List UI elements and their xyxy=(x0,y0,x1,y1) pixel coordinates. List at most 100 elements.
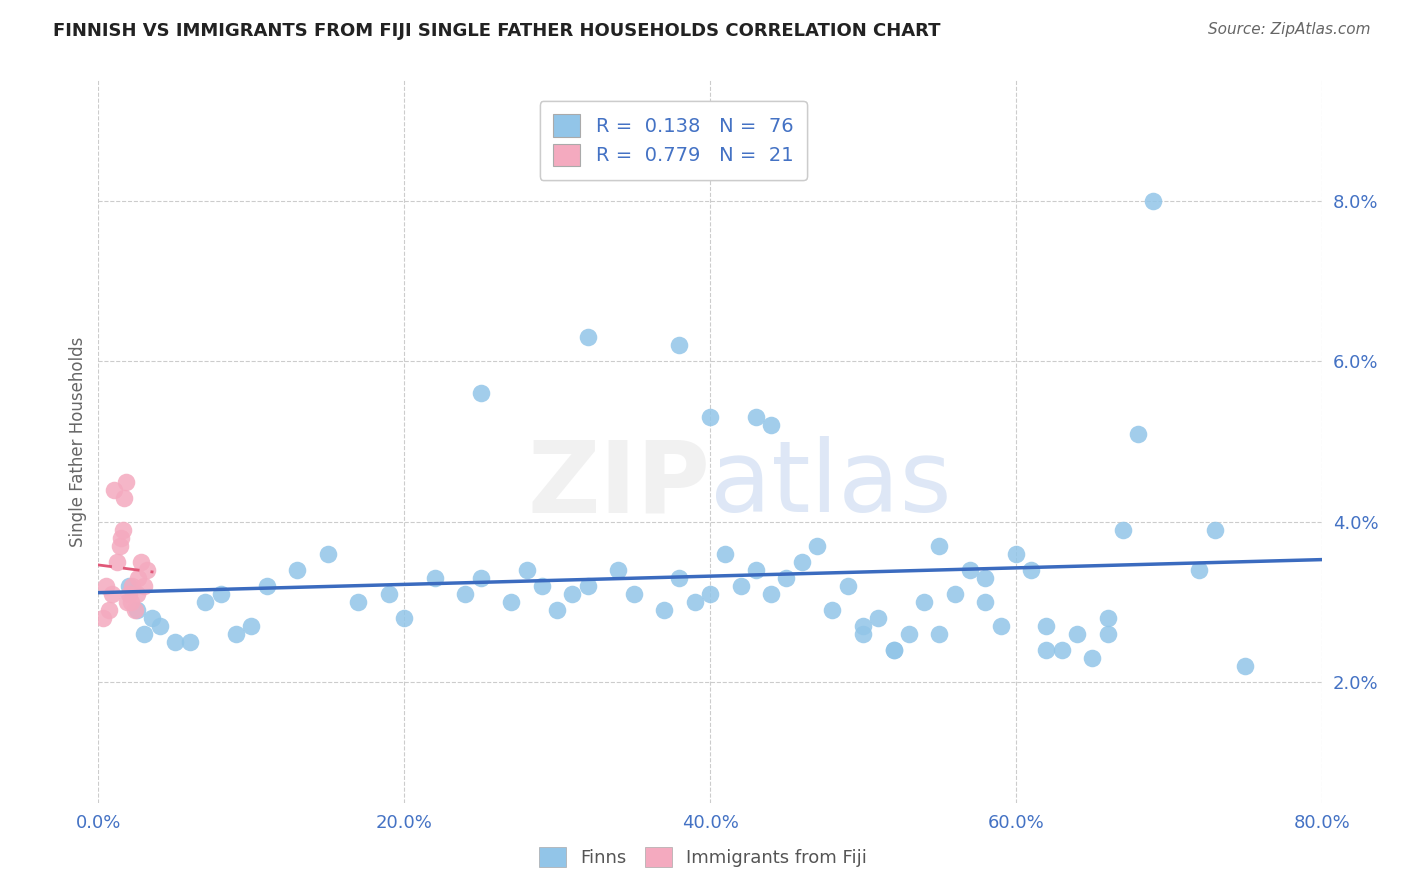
Point xyxy=(837,579,859,593)
Point xyxy=(209,587,232,601)
Point xyxy=(91,611,114,625)
Point xyxy=(928,627,950,641)
Point xyxy=(943,587,966,601)
Point xyxy=(607,563,630,577)
Point xyxy=(1097,611,1119,625)
Point xyxy=(714,547,737,561)
Point xyxy=(561,587,583,601)
Point xyxy=(1112,523,1135,537)
Point xyxy=(745,410,768,425)
Point xyxy=(1050,643,1073,657)
Point xyxy=(124,603,146,617)
Point xyxy=(118,579,141,593)
Point xyxy=(897,627,920,641)
Point xyxy=(118,587,141,601)
Point xyxy=(516,563,538,577)
Point xyxy=(775,571,797,585)
Point xyxy=(1035,619,1057,633)
Point xyxy=(928,539,950,553)
Point xyxy=(1188,563,1211,577)
Point xyxy=(1081,651,1104,665)
Point xyxy=(110,531,132,545)
Point xyxy=(974,571,997,585)
Point xyxy=(98,603,121,617)
Point xyxy=(959,563,981,577)
Point xyxy=(470,386,492,401)
Point xyxy=(730,579,752,593)
Point xyxy=(125,587,148,601)
Point xyxy=(347,595,370,609)
Point xyxy=(134,627,156,641)
Point xyxy=(1204,523,1226,537)
Point xyxy=(1066,627,1088,641)
Point xyxy=(423,571,446,585)
Point xyxy=(149,619,172,633)
Point xyxy=(883,643,905,657)
Point xyxy=(163,635,186,649)
Point xyxy=(852,627,875,641)
Point xyxy=(134,579,156,593)
Point xyxy=(852,619,875,633)
Point xyxy=(974,595,997,609)
Point xyxy=(1128,426,1150,441)
Point xyxy=(668,338,690,352)
Point xyxy=(105,555,128,569)
Point xyxy=(1019,563,1042,577)
Point xyxy=(225,627,247,641)
Text: atlas: atlas xyxy=(710,436,952,533)
Text: Source: ZipAtlas.com: Source: ZipAtlas.com xyxy=(1208,22,1371,37)
Point xyxy=(1142,194,1164,208)
Point xyxy=(652,603,675,617)
Point xyxy=(256,579,278,593)
Point xyxy=(501,595,523,609)
Point xyxy=(121,579,143,593)
Point xyxy=(392,611,416,625)
Point xyxy=(821,603,844,617)
Point xyxy=(623,587,645,601)
Point xyxy=(94,579,117,593)
Point xyxy=(576,330,599,344)
Point xyxy=(111,523,134,537)
Point xyxy=(240,619,263,633)
Legend: R =  0.138   N =  76, R =  0.779   N =  21: R = 0.138 N = 76, R = 0.779 N = 21 xyxy=(540,101,807,180)
Point xyxy=(103,483,125,497)
Point xyxy=(179,635,201,649)
Point xyxy=(101,587,124,601)
Point xyxy=(790,555,813,569)
Point xyxy=(454,587,477,601)
Point xyxy=(127,571,149,585)
Point xyxy=(1234,659,1257,673)
Point xyxy=(576,579,599,593)
Point xyxy=(683,595,706,609)
Point xyxy=(378,587,401,601)
Point xyxy=(699,410,721,425)
Point xyxy=(761,418,783,433)
Point xyxy=(117,595,139,609)
Point xyxy=(1035,643,1057,657)
Point xyxy=(1004,547,1026,561)
Point xyxy=(1097,627,1119,641)
Point xyxy=(530,579,553,593)
Text: FINNISH VS IMMIGRANTS FROM FIJI SINGLE FATHER HOUSEHOLDS CORRELATION CHART: FINNISH VS IMMIGRANTS FROM FIJI SINGLE F… xyxy=(53,22,941,40)
Point xyxy=(285,563,308,577)
Point xyxy=(668,571,690,585)
Point xyxy=(112,491,135,505)
Point xyxy=(108,539,131,553)
Point xyxy=(470,571,492,585)
Point xyxy=(115,475,138,489)
Text: ZIP: ZIP xyxy=(527,436,710,533)
Point xyxy=(136,563,159,577)
Point xyxy=(761,587,783,601)
Y-axis label: Single Father Households: Single Father Households xyxy=(69,336,87,547)
Point xyxy=(129,555,152,569)
Point xyxy=(990,619,1012,633)
Point xyxy=(546,603,568,617)
Point xyxy=(912,595,935,609)
Point xyxy=(883,643,905,657)
Point xyxy=(745,563,768,577)
Point xyxy=(194,595,217,609)
Point xyxy=(868,611,890,625)
Point xyxy=(125,603,148,617)
Point xyxy=(120,595,142,609)
Point xyxy=(141,611,163,625)
